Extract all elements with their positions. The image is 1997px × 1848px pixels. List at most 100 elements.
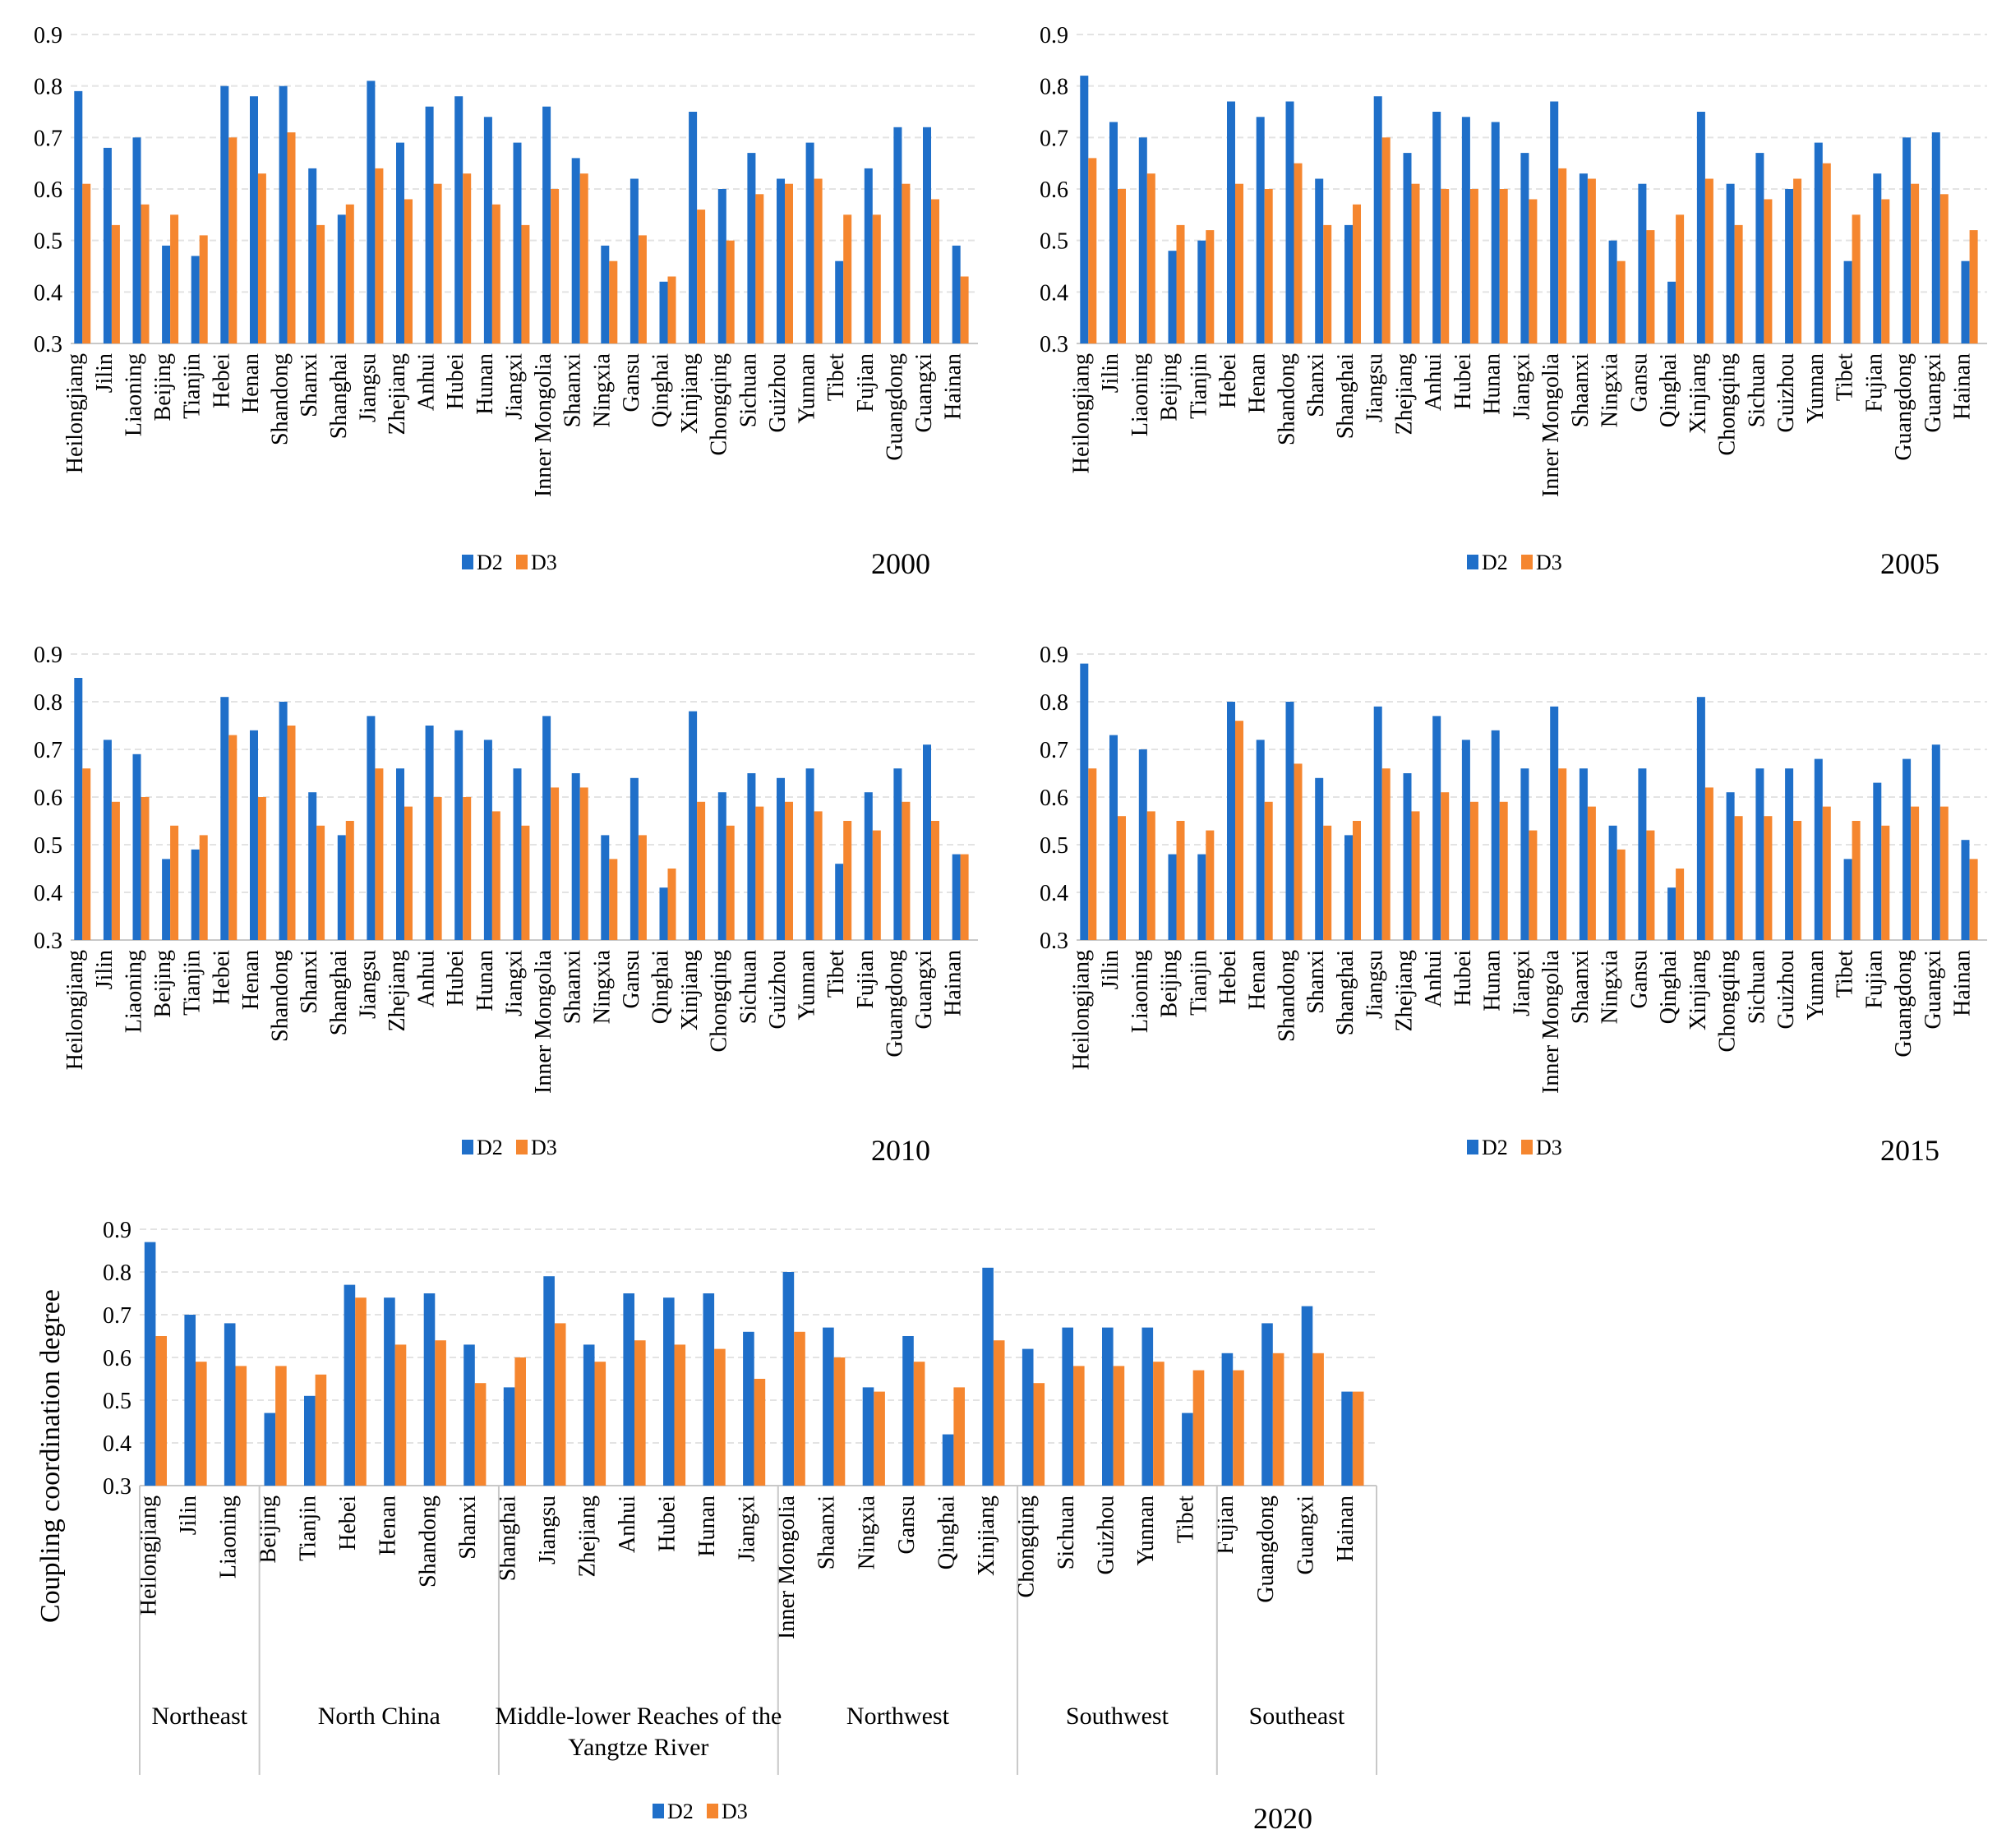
bar-d3-guangdong	[1911, 806, 1920, 940]
y-tick-label: 0.8	[34, 75, 62, 100]
y-tick-label: 0.4	[103, 1431, 131, 1457]
x-category-label: Jilin	[176, 1495, 201, 1535]
bar-d3-fujian	[1233, 1370, 1244, 1486]
bar-d3-yunnan	[814, 811, 823, 940]
bar-d3-shandong	[1294, 763, 1303, 940]
bar-d3-gansu	[1646, 230, 1655, 343]
bar-d3-anhui	[1441, 189, 1450, 343]
legend-swatch-d2	[462, 1140, 473, 1154]
bar-d3-hunan	[491, 811, 500, 940]
bar-d3-shaanxi	[579, 787, 588, 940]
bar-d2-anhui	[425, 726, 434, 940]
y-tick-label: 0.9	[103, 1218, 131, 1243]
x-category-label: Hunan	[694, 1495, 720, 1557]
x-category-label: Tianjin	[180, 950, 205, 1016]
legend-label-d2: D2	[1482, 1136, 1508, 1159]
bar-d3-anhui	[433, 797, 442, 940]
bar-d3-heilongjiang	[155, 1336, 167, 1486]
y-tick-label: 0.8	[103, 1260, 131, 1286]
bar-d3-ningxia	[1617, 260, 1626, 343]
bar-d3-gansu	[913, 1362, 925, 1486]
bar-d2-qinghai	[1667, 887, 1676, 940]
bar-d3-hebei	[228, 137, 238, 343]
x-category-label: Guangdong	[1891, 950, 1916, 1058]
x-category-label: Tibet	[1833, 950, 1858, 998]
bar-d2-qinghai	[659, 281, 668, 343]
bar-d2-sichuan	[747, 773, 756, 940]
bar-d2-ningxia	[601, 835, 610, 940]
x-category-label: Jiangxi	[1509, 353, 1534, 420]
bar-d3-anhui	[634, 1340, 646, 1486]
x-category-label: Fujian	[1861, 950, 1887, 1009]
bar-d2-anhui	[1432, 112, 1441, 343]
x-category-label: Inner Mongolia	[531, 353, 556, 497]
bar-d3-shandong	[1294, 163, 1303, 343]
x-category-label: Guangxi	[1921, 950, 1946, 1030]
bar-d3-sichuan	[755, 194, 764, 343]
bar-d2-chongqing	[717, 792, 726, 940]
x-category-label: Liaoning	[1128, 950, 1153, 1033]
bar-d3-inner-mongolia	[551, 189, 560, 343]
legend-swatch-d2	[653, 1804, 664, 1818]
bar-d2-inner-mongolia	[1550, 706, 1559, 940]
bar-d3-hainan	[960, 854, 969, 940]
bar-d2-sichuan	[747, 153, 756, 343]
bar-d3-hubei	[1469, 189, 1478, 343]
legend-swatch-d2	[1467, 1140, 1478, 1154]
x-category-label: Jiangxi	[501, 950, 527, 1016]
y-tick-label: 0.5	[34, 833, 62, 859]
x-category-label: Henan	[376, 1495, 401, 1555]
y-tick-label: 0.4	[1040, 280, 1068, 306]
bar-d3-jilin	[111, 224, 120, 343]
bar-d2-hebei	[220, 697, 229, 940]
bar-d3-heilongjiang	[1088, 768, 1097, 940]
x-category-label: Qinghai	[1656, 353, 1681, 427]
x-category-label: Henan	[1245, 353, 1271, 413]
bar-d3-jiangxi	[521, 224, 530, 343]
bar-d2-guangxi	[923, 744, 931, 940]
x-category-label: Shandong	[415, 1495, 440, 1588]
bar-d2-tianjin	[1197, 854, 1206, 940]
y-tick-label: 0.6	[34, 177, 62, 203]
bar-d2-anhui	[425, 106, 434, 343]
bar-d3-zhejiang	[594, 1362, 606, 1486]
bar-d3-qinghai	[1676, 214, 1685, 343]
bar-d2-hubei	[454, 730, 464, 940]
bar-d2-shanghai	[1344, 835, 1353, 940]
bar-d3-shanxi	[1323, 224, 1332, 343]
bar-d3-jiangxi	[521, 825, 530, 940]
legend-label-d2: D2	[667, 1800, 694, 1823]
bar-d2-shaanxi	[571, 158, 580, 343]
bar-d3-heilongjiang	[82, 768, 91, 940]
x-category-label: Chongqing	[707, 353, 732, 455]
bar-d2-heilongjiang	[74, 90, 83, 344]
bar-d3-yunnan	[814, 178, 823, 343]
bar-d2-jiangxi	[743, 1331, 754, 1486]
x-category-label: Ningxia	[854, 1495, 879, 1569]
bar-d3-sichuan	[755, 806, 764, 940]
bar-d3-jiangsu	[1381, 768, 1391, 940]
x-category-label: Shandong	[1275, 950, 1300, 1042]
x-category-label: Inner Mongolia	[1538, 949, 1564, 1094]
bar-d3-tianjin	[199, 235, 208, 343]
x-category-label: Beijing	[1157, 353, 1183, 421]
bar-d3-shaanxi	[1587, 178, 1596, 343]
x-category-label: Inner Mongolia	[531, 949, 556, 1094]
x-category-label: Henan	[1245, 950, 1271, 1010]
x-category-label: Xinjiang	[677, 950, 703, 1030]
bar-d3-zhejiang	[1411, 811, 1420, 940]
bar-d2-beijing	[162, 245, 171, 343]
bar-d2-hainan	[1341, 1391, 1353, 1486]
x-category-label: Hubei	[655, 1495, 680, 1552]
y-tick-label: 0.7	[34, 126, 62, 151]
x-category-label: Guangdong	[882, 353, 907, 461]
x-category-label: Shaanxi	[1568, 353, 1593, 427]
bar-d2-hunan	[1491, 730, 1500, 940]
legend-swatch-d3	[516, 555, 528, 569]
bar-d3-jiangsu	[554, 1323, 566, 1486]
x-category-label: Hainan	[1950, 353, 1976, 420]
bar-d3-jilin	[1118, 189, 1126, 343]
bar-d2-qinghai	[942, 1434, 954, 1486]
x-category-label: Hainan	[1950, 950, 1976, 1016]
bar-d2-hainan	[952, 854, 961, 940]
